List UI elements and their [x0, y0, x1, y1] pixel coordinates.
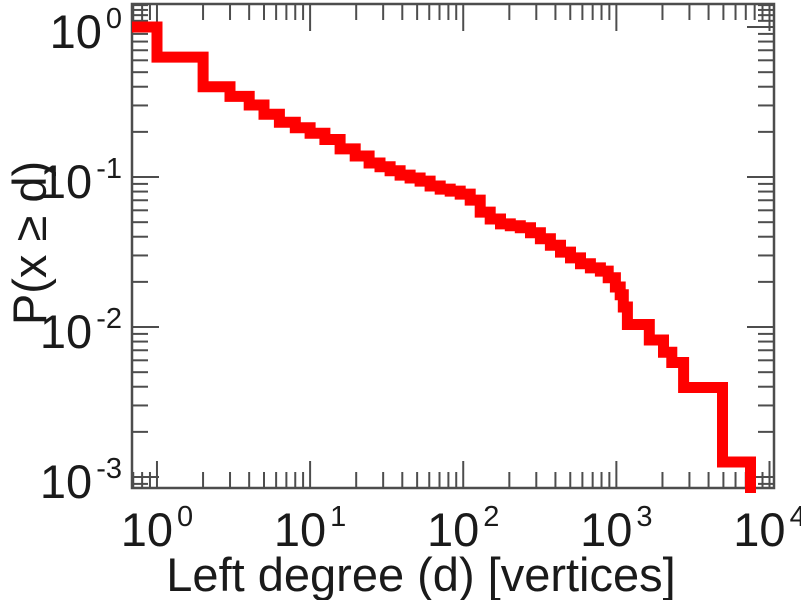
ccdf-curve: [132, 21, 756, 493]
plot-border: [130, 2, 776, 490]
x-axis-title: Left degree (d) [vertices]: [166, 548, 675, 600]
x-tick-label: 10 4: [733, 501, 801, 556]
y-axis-title: P(x ≥ d): [3, 161, 56, 325]
plot-box: [130, 2, 776, 490]
x-tick-label: 10 3: [580, 501, 652, 556]
y-tick-label: 10 -3: [40, 453, 122, 508]
y-tick-label: 10 0: [50, 3, 122, 58]
ccdf-curve-layer: [132, 21, 756, 493]
x-tick-label: 10 0: [121, 501, 193, 556]
y-tick-label: 10 -2: [40, 303, 122, 358]
y-tick-label: 10 -1: [40, 153, 122, 208]
x-tick-label: 10 2: [427, 501, 499, 556]
tick-labels: 10 0 10 1 10 2 10 3 10 4 10 0 10 -1 10 -2 10 -3: [40, 3, 801, 556]
axis-ticks: [132, 4, 774, 488]
x-tick-label: 10 1: [274, 501, 346, 556]
